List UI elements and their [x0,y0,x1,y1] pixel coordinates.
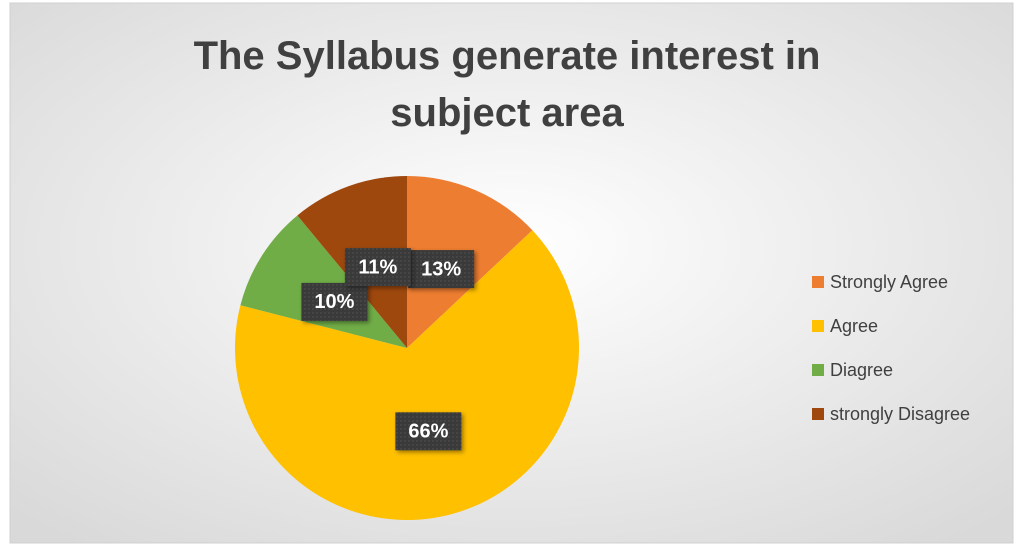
data-label: 66% [408,421,448,443]
legend-swatch [812,364,824,376]
label-box [395,412,462,451]
label-box [408,250,475,289]
data-label: 13% [421,258,461,280]
chart-title: The Syllabus generate interest in subjec… [193,34,821,135]
legend-swatch [812,276,824,288]
label-box [301,282,368,321]
legend-swatch [812,320,824,332]
legend-swatch [812,408,824,420]
legend-label: Diagree [830,360,893,380]
data-label: 11% [358,256,397,278]
data-label: 10% [314,291,354,313]
legend-label: Agree [830,316,878,336]
legend-label: strongly Disagree [830,404,970,424]
legend-label: Strongly Agree [830,272,948,292]
pie-slice [235,230,580,521]
label-box [344,248,411,287]
